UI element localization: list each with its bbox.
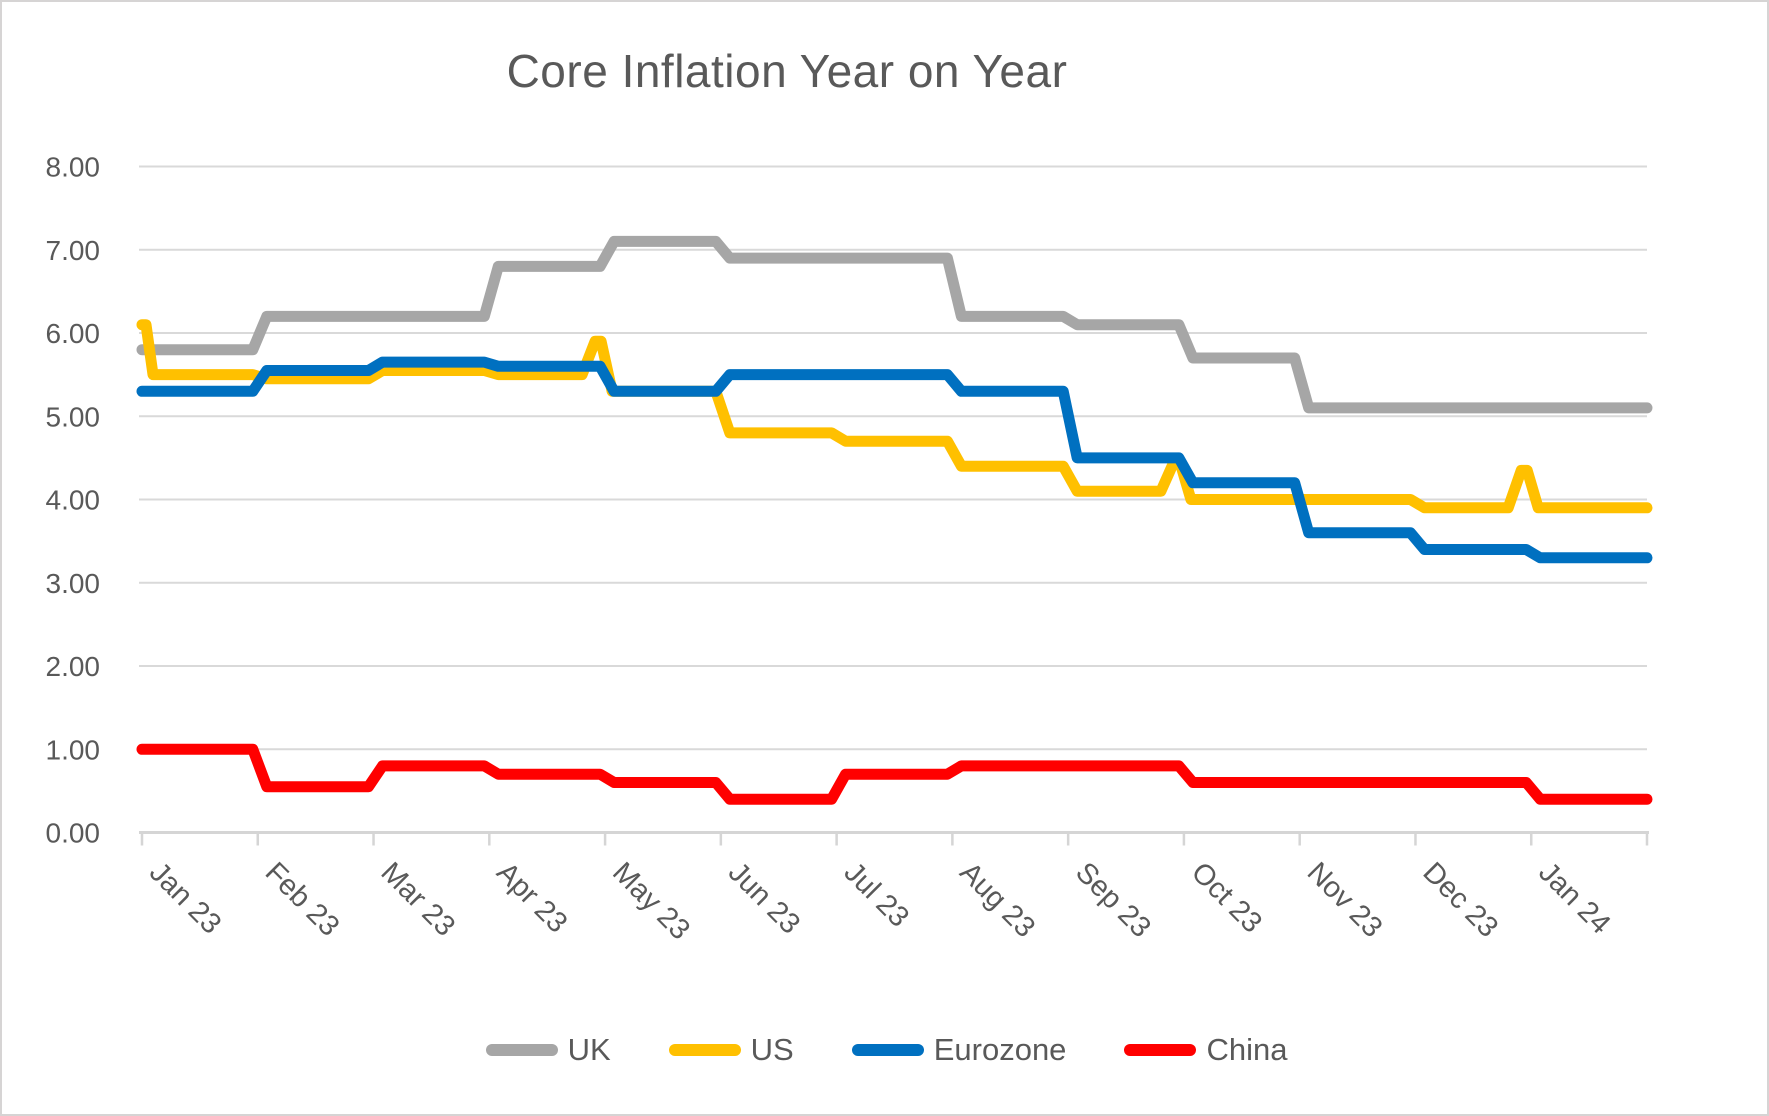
x-axis-tick-label: May 23: [606, 856, 696, 946]
x-axis-tick-label: Sep 23: [1069, 856, 1157, 944]
y-axis-tick-label: 0.00: [46, 818, 101, 849]
legend-item-uk: UK: [485, 1032, 611, 1068]
legend-item-eurozone: Eurozone: [851, 1032, 1067, 1068]
x-axis-tick-label: Mar 23: [375, 856, 461, 942]
y-axis-tick-label: 5.00: [46, 401, 101, 432]
legend-label-china: China: [1206, 1032, 1288, 1067]
y-axis-tick-label: 7.00: [46, 235, 101, 266]
y-axis-tick-label: 4.00: [46, 485, 101, 516]
y-axis-tick-label: 3.00: [46, 568, 101, 599]
x-axis-tick-label: Oct 23: [1185, 856, 1268, 939]
legend-swatch-china: [1124, 1044, 1197, 1056]
legend-label-us: US: [750, 1032, 794, 1067]
x-axis-tick-label: Jul 23: [838, 856, 915, 933]
series-line-china: [136, 743, 1653, 805]
y-axis-tick-label: 2.00: [46, 651, 101, 682]
y-axis-tick-label: 1.00: [46, 734, 101, 765]
x-axis-tick-label: Jan 24: [1532, 856, 1616, 940]
legend-item-china: China: [1124, 1032, 1287, 1068]
legend-label-eurozone: Eurozone: [933, 1032, 1067, 1067]
legend-swatch-uk: [485, 1044, 558, 1056]
legend-swatch-us: [668, 1044, 741, 1056]
x-axis-tick-label: Jan 23: [143, 856, 227, 940]
series-line-eurozone: [136, 356, 1653, 564]
legend-label-uk: UK: [567, 1032, 611, 1067]
series-line-uk: [136, 235, 1653, 414]
x-axis-tick-label: Aug 23: [953, 856, 1041, 944]
legend-item-us: US: [668, 1032, 794, 1068]
y-axis-tick-label: 8.00: [46, 152, 101, 183]
y-axis-tick-label: 6.00: [46, 318, 101, 349]
x-axis-tick-label: Dec 23: [1417, 856, 1505, 944]
x-axis-tick-label: Nov 23: [1301, 856, 1389, 944]
chart-legend: UK US Eurozone China: [2, 1032, 1769, 1068]
x-axis-tick-label: Apr 23: [490, 856, 573, 939]
chart-title: Core Inflation Year on Year: [506, 45, 1068, 97]
x-axis-tick-label: Feb 23: [259, 856, 345, 942]
series-line-us: [136, 319, 1653, 514]
x-axis-tick-label: Jun 23: [722, 856, 806, 940]
legend-swatch-eurozone: [851, 1044, 924, 1056]
